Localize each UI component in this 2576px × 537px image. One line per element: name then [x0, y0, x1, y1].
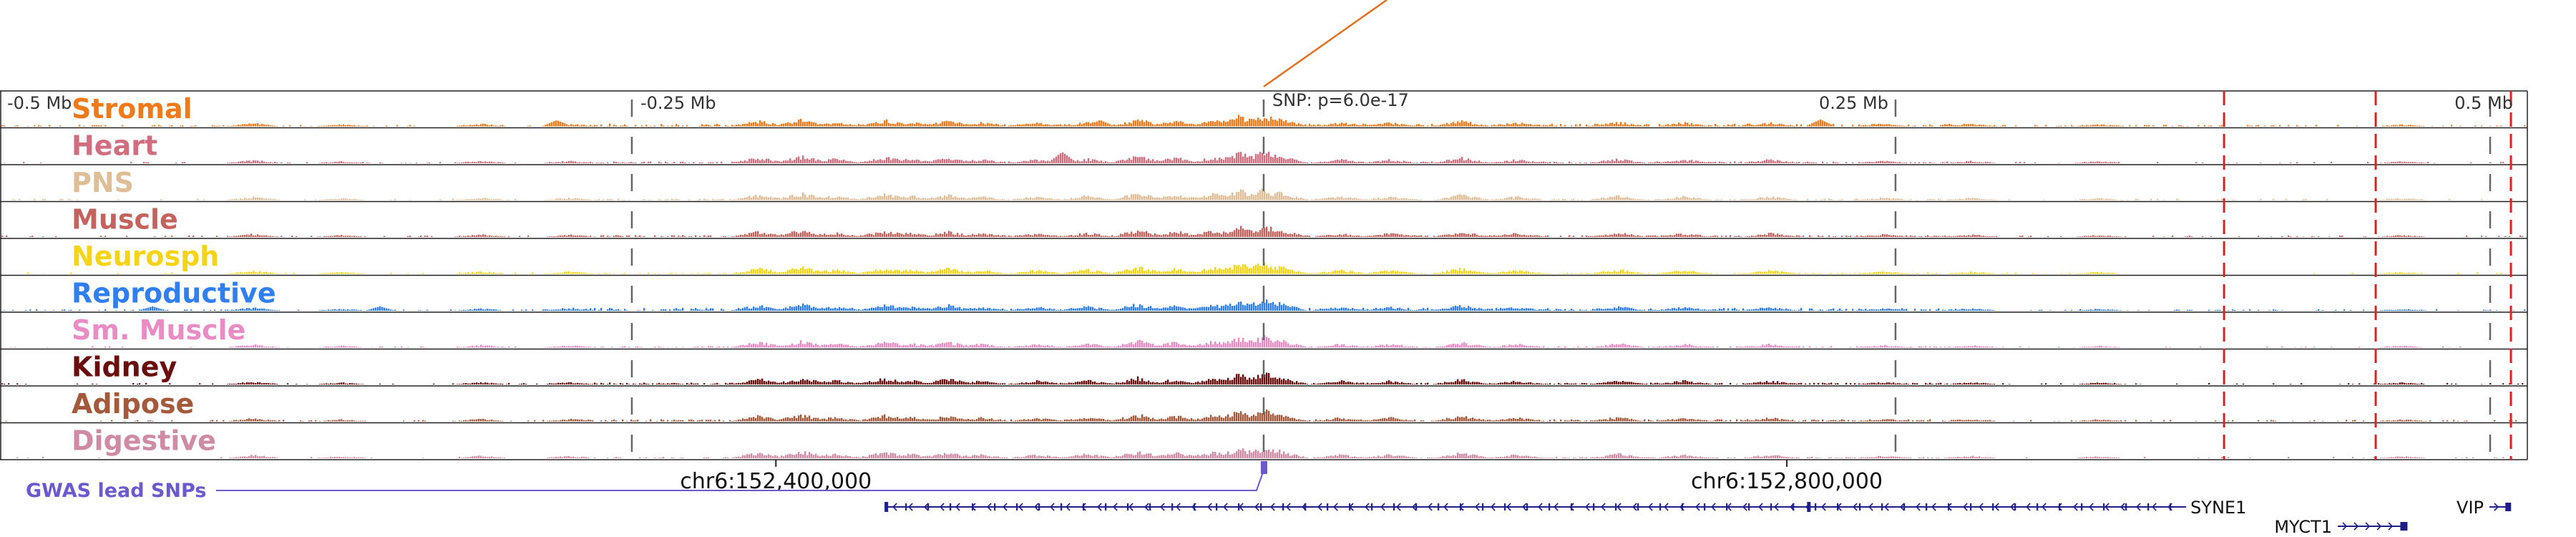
track-signal [1, 226, 2524, 237]
gwas-connector [216, 470, 1264, 491]
gene-strand-arrows [2342, 522, 2394, 531]
track-label: Sm. Muscle [72, 314, 245, 346]
track-label: Heart [72, 130, 157, 162]
track-stromal: Stromal [0, 90, 2527, 127]
track-digestive: Digestive [0, 422, 2527, 458]
track-label: Adipose [72, 388, 194, 420]
track-signal [10, 335, 2462, 348]
track-label: Kidney [72, 352, 177, 383]
track-label: Neurosph [72, 241, 219, 272]
track-pns: PNS [0, 164, 2527, 200]
track-signal [6, 410, 2517, 422]
track-signal [4, 151, 2504, 163]
track-adipose: Adipose [0, 385, 2527, 422]
track-label: Stromal [72, 93, 192, 125]
offset-label: 0.5 Mb [2454, 93, 2513, 113]
gene-exons [905, 503, 2172, 511]
gene-exon [1807, 502, 1811, 512]
track-signal [1, 372, 2524, 384]
overlay-layer: -0.5 Mb -0.25 Mb 0.25 Mb 0.5 Mb SNP: p=6.0e-… [7, 0, 2513, 470]
track-label: PNS [72, 167, 134, 198]
track-kidney: Kidney [0, 348, 2527, 384]
track-label: Muscle [72, 204, 178, 236]
offset-label: -0.25 Mb [640, 93, 716, 113]
track-signal [1, 115, 2526, 127]
coordinate-label: chr6:152,800,000 [1691, 469, 1883, 494]
track-signal [27, 262, 2502, 274]
track-heart: Heart [0, 127, 2527, 163]
tracks-layer: Stromal Heart PNS Muscle Neurosph Reproductiv… [0, 90, 2528, 460]
snp-connector-line [1263, 0, 1387, 88]
gene-label: SYNE1 [2190, 498, 2246, 518]
gene-label: MYCT1 [2274, 517, 2332, 537]
track-signal [12, 188, 2483, 200]
track-label: Reproductive [72, 278, 276, 309]
gwas-snp-mark [1261, 461, 1267, 474]
track-sm-muscle: Sm. Muscle [0, 311, 2527, 348]
track-muscle: Muscle [0, 200, 2527, 237]
gwas-label: GWAS lead SNPs [26, 480, 206, 502]
gene-strand-arrows [2494, 503, 2499, 511]
gene-exon [2505, 503, 2512, 511]
gene-label: VIP [2457, 498, 2484, 518]
gene-exon [884, 502, 889, 512]
snp-label: SNP: p=6.0e-17 [1272, 90, 1409, 110]
offset-label: -0.5 Mb [7, 93, 72, 113]
track-label: Digestive [72, 425, 216, 457]
track-signal [16, 448, 2504, 458]
offset-label: 0.25 Mb [1819, 93, 1888, 113]
track-signal [4, 299, 2526, 311]
track-neurosph: Neurosph [0, 238, 2527, 274]
gene-exon [2400, 522, 2408, 531]
track-reproductive: Reproductive [0, 274, 2527, 311]
